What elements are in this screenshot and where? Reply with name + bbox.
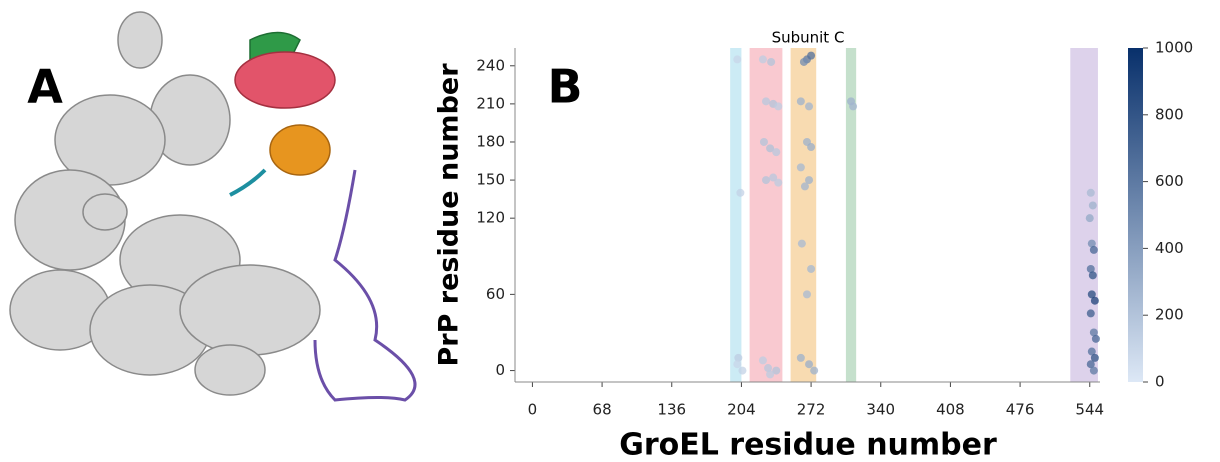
- point: [800, 182, 809, 191]
- x-tick-label: 544: [1075, 401, 1104, 419]
- point: [1086, 264, 1095, 273]
- point: [733, 55, 742, 64]
- chart-title: Subunit C: [772, 29, 845, 47]
- point: [805, 176, 814, 185]
- x-axis-label: GroEL residue number: [619, 428, 997, 462]
- point: [767, 57, 776, 66]
- point: [766, 144, 775, 153]
- point: [802, 290, 811, 299]
- point: [799, 57, 808, 66]
- point: [762, 176, 771, 185]
- point: [766, 370, 775, 379]
- y-tick-label: 0: [495, 361, 505, 379]
- point: [772, 366, 781, 375]
- point: [796, 97, 805, 106]
- y-tick-label: 60: [486, 285, 505, 303]
- highlight-band: [845, 48, 857, 382]
- point: [810, 366, 819, 375]
- panel-label: A: [27, 60, 63, 114]
- point: [1087, 290, 1096, 299]
- point: [797, 239, 806, 248]
- point: [772, 148, 781, 157]
- point: [769, 173, 778, 182]
- point: [1086, 360, 1095, 369]
- point: [1087, 347, 1096, 356]
- point: [774, 102, 783, 111]
- protein-structure: [9, 11, 417, 402]
- point: [762, 97, 771, 106]
- y-tick-label: 210: [476, 94, 505, 112]
- point: [796, 163, 805, 172]
- point: [807, 264, 816, 273]
- point: [1085, 214, 1094, 223]
- point: [1091, 334, 1100, 343]
- point: [1089, 245, 1098, 254]
- y-axis-label: PrP residue number: [434, 63, 465, 367]
- panel-label: B: [547, 60, 582, 114]
- point: [736, 188, 745, 197]
- point: [758, 356, 767, 365]
- y-tick-label: 120: [476, 209, 505, 227]
- point: [796, 353, 805, 362]
- y-tick-label: 150: [476, 171, 505, 189]
- x-tick-label: 408: [936, 401, 965, 419]
- x-tick-label: 272: [797, 401, 826, 419]
- point: [1088, 201, 1097, 210]
- point: [734, 353, 743, 362]
- point: [1086, 188, 1095, 197]
- colorbar-tick-label: 800: [1155, 105, 1184, 123]
- point: [1086, 309, 1095, 318]
- x-tick-label: 0: [528, 401, 538, 419]
- point: [1090, 296, 1099, 305]
- point: [774, 178, 783, 187]
- point: [1087, 239, 1096, 248]
- highlight-band: [730, 48, 742, 382]
- colorbar-tick-label: 200: [1155, 306, 1184, 324]
- colorbar-tick-label: 1000: [1155, 39, 1193, 57]
- point: [758, 55, 767, 64]
- point: [807, 51, 816, 60]
- point: [733, 360, 742, 369]
- x-tick-label: 476: [1006, 401, 1035, 419]
- x-tick-label: 136: [657, 401, 686, 419]
- highlight-band: [790, 48, 817, 382]
- x-tick-label: 340: [866, 401, 895, 419]
- colorbar-tick-label: 600: [1155, 172, 1184, 190]
- point: [1090, 353, 1099, 362]
- colorbar-tick-label: 400: [1155, 239, 1184, 257]
- point: [805, 360, 814, 369]
- y-tick-label: 240: [476, 56, 505, 74]
- x-tick-label: 204: [727, 401, 756, 419]
- point: [805, 102, 814, 111]
- point: [764, 364, 773, 373]
- point: [738, 366, 747, 375]
- point: [807, 143, 816, 152]
- colorbar-tick-label: 0: [1155, 373, 1165, 391]
- point: [849, 102, 858, 111]
- point: [759, 137, 768, 146]
- point: [1089, 366, 1098, 375]
- colorbar: [1128, 48, 1143, 382]
- y-tick-label: 180: [476, 132, 505, 150]
- x-tick-label: 68: [593, 401, 612, 419]
- highlight-band: [1070, 48, 1098, 382]
- point: [1089, 328, 1098, 337]
- point: [1088, 271, 1097, 280]
